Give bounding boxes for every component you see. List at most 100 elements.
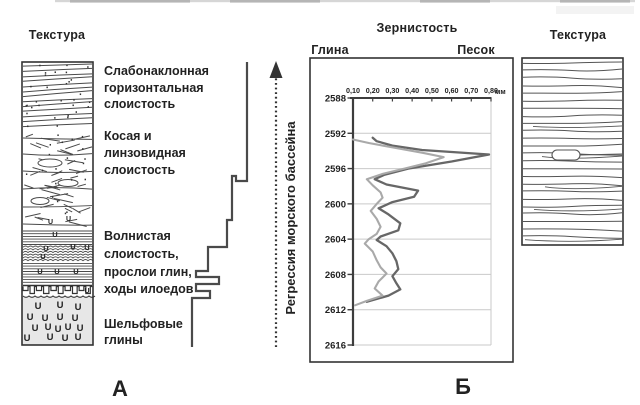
sand-lens [57,179,79,187]
lamination-line [522,212,623,216]
chart-gridlines [354,98,492,346]
lamination-line [522,121,623,124]
set-boundary-line [22,205,93,208]
foreset-stroke [56,139,75,144]
sand-dot [27,125,29,128]
lamination-line [522,99,623,102]
lamination-line [522,114,623,118]
lamination-line [522,198,623,201]
lamination-line [544,185,623,190]
foreset-stroke [39,186,57,190]
sand-dot [72,104,74,107]
burrow-symbol: U [47,332,54,343]
set-boundary-line [22,137,93,140]
foreset-stroke [64,193,74,198]
foreset-stroke [68,168,84,173]
sand-dot [35,101,38,103]
burrow-symbol: U [75,332,82,343]
burrow-symbol: U [54,267,59,276]
annotation-line: линзовидная [104,146,186,160]
sand-dot [84,158,86,160]
annotation-line: ходы илоедов [104,282,194,296]
burrow-symbol: U [35,301,42,312]
wavy-lamina [22,259,94,262]
grain-size-chart: 0,10 0,20 0,30 0,40 0,50 0,60 0,70 0,80 2588 259… [309,57,514,363]
bedding-line [22,67,93,72]
scan-artifact [420,0,490,3]
burrow-symbol: U [24,333,31,344]
lamination-line [522,204,623,208]
x-tick-label: 0,50 [425,86,439,95]
lamination-line [522,160,623,163]
wavy-lamina [22,253,94,256]
annotation-line: Волнистая [104,229,171,243]
bedding-line [22,76,93,82]
bedding-line [22,101,93,108]
annotation-line: Шельфовые [104,317,183,331]
lamination-line [522,76,623,80]
clay-axis-label: Глина [311,43,349,57]
foreset-stroke [41,189,60,196]
lamination-line [524,238,623,242]
bedding-line [22,63,93,67]
sand-dot [87,106,89,108]
sand-dot [56,125,58,127]
foreset-stroke [35,142,49,148]
burrow-symbol: U [72,313,79,324]
panel-a-annotations: Слабонаклонная горизонтальная слоистость… [104,64,209,347]
panel-a-marker: А [112,376,128,401]
sand-dot [84,178,86,181]
x-tick-label: 0,70 [464,86,478,95]
burrow-symbol: U [43,244,48,253]
burrow-symbol: U [84,243,89,252]
grain-chart-title: Зернистость [377,21,458,35]
annotation-line: прослои глин, [104,265,192,279]
lamination-line [532,125,623,128]
lamination-line [522,107,623,110]
grain-size-curves [351,136,491,307]
foreset-stroke [63,203,73,209]
sand-dot [67,114,69,117]
sand-dot [66,157,69,159]
foreset-stroke [77,183,87,187]
bedding-line [22,82,93,88]
sand-dot [67,116,69,119]
chart-frame [309,57,514,363]
sand-dot [66,211,68,213]
sand-dot [64,212,67,215]
sand-dot [26,112,28,115]
lamination-line [522,137,623,140]
sand-dot [55,182,57,185]
burrow-symbol: U [66,216,71,223]
sand-dot [73,99,75,101]
sand-dot [25,105,27,107]
annotation-line: Слабонаклонная [104,64,209,78]
foreset-stroke [30,143,42,149]
x-tick-label: 0,40 [405,86,419,95]
foreset-stroke [67,160,76,165]
sand-dot [54,117,56,119]
foreset-stroke [65,143,81,150]
lamination-line [533,208,623,212]
foreset-stroke [51,177,63,183]
sand-dot [79,93,82,96]
y-tick-label: 2616 [325,341,346,352]
lamination-line [522,61,623,65]
annotation-line: глины [104,333,143,347]
sand-lens [37,158,63,168]
sand-dot [65,82,68,85]
sand-dot [70,79,73,81]
sand-axis-label: Песок [457,43,495,57]
annotation-line: слоистость, [104,247,179,261]
y-tick-label: 2604 [325,235,347,246]
lamination-line [522,143,623,147]
wavy-lamina [22,245,94,248]
lamination-line [522,68,623,72]
foreset-stroke [65,218,78,223]
column-a-border [21,61,94,346]
y-tick-label: 2592 [325,129,346,140]
lamination-line [522,84,623,89]
